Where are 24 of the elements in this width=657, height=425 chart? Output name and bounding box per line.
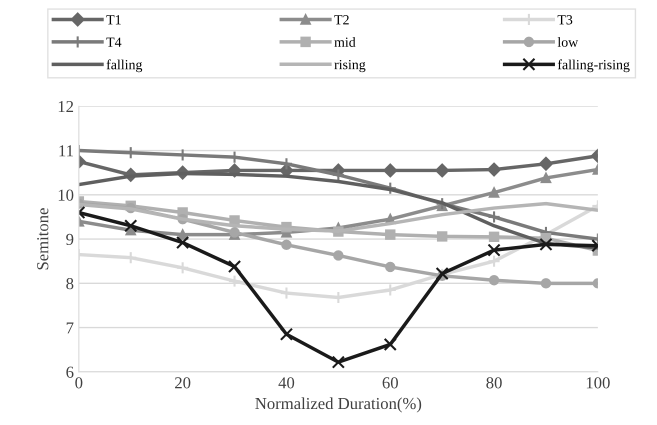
y-tick-label: 11	[59, 145, 73, 156]
x-tick-label: 0	[75, 377, 82, 388]
x-tick-label: 40	[278, 377, 294, 388]
x-tick-label: 80	[486, 377, 502, 388]
y-tick-label: 8	[66, 278, 74, 290]
legend-label: falling	[106, 59, 142, 72]
y-tick-label: 9	[66, 234, 74, 246]
legend-label: low	[558, 37, 578, 47]
legend-label: T4	[106, 38, 122, 47]
y-axis-title: Semitone	[37, 208, 48, 270]
legend-label: T2	[334, 15, 349, 24]
legend-label: mid	[334, 37, 356, 47]
legend-label: falling-rising	[558, 59, 630, 72]
legend-label: T1	[106, 15, 121, 24]
x-tick-label: 100	[586, 377, 610, 388]
x-tick-label: 20	[175, 377, 190, 388]
legend-label: T3	[558, 15, 572, 24]
y-tick-label: 7	[66, 322, 74, 334]
y-tick-label: 12	[58, 100, 74, 112]
y-tick-label: 10	[58, 189, 74, 201]
y-tick-label: 6	[66, 366, 74, 378]
legend-label: rising	[334, 60, 366, 72]
x-axis-title: Normalized Duration(%)	[255, 397, 422, 413]
x-tick-label: 60	[382, 377, 398, 388]
